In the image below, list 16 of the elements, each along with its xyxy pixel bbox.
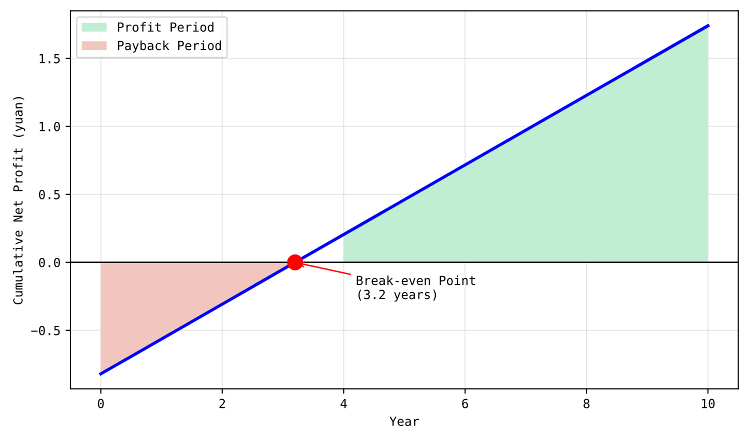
y-tick-label: −0.5 [31,326,60,336]
x-tick-label: 4 [340,398,347,408]
y-tick-label: 0.5 [39,190,60,200]
x-tick-label: 8 [584,398,590,408]
x-tick-label: 0 [98,398,104,408]
x-tick-label: 10 [702,398,715,408]
y-axis-title: Cumulative Net Profit (yuan) [12,97,26,304]
y-tick-label: 0.0 [39,258,60,268]
legend-label: Payback Period [118,40,221,53]
y-tick-label: 1.5 [40,54,60,64]
legend-label: Profit Period [118,22,214,32]
annotation: Break-even Point (3.2 years) [356,275,476,302]
x-axis-title: Year [390,416,419,426]
x-tick-label: 6 [462,398,468,408]
y-tick-label: 1.0 [40,122,60,132]
x-tick-label: 2 [219,398,225,408]
